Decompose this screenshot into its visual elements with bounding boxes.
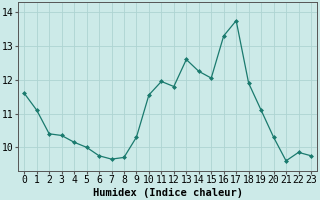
X-axis label: Humidex (Indice chaleur): Humidex (Indice chaleur): [92, 188, 243, 198]
